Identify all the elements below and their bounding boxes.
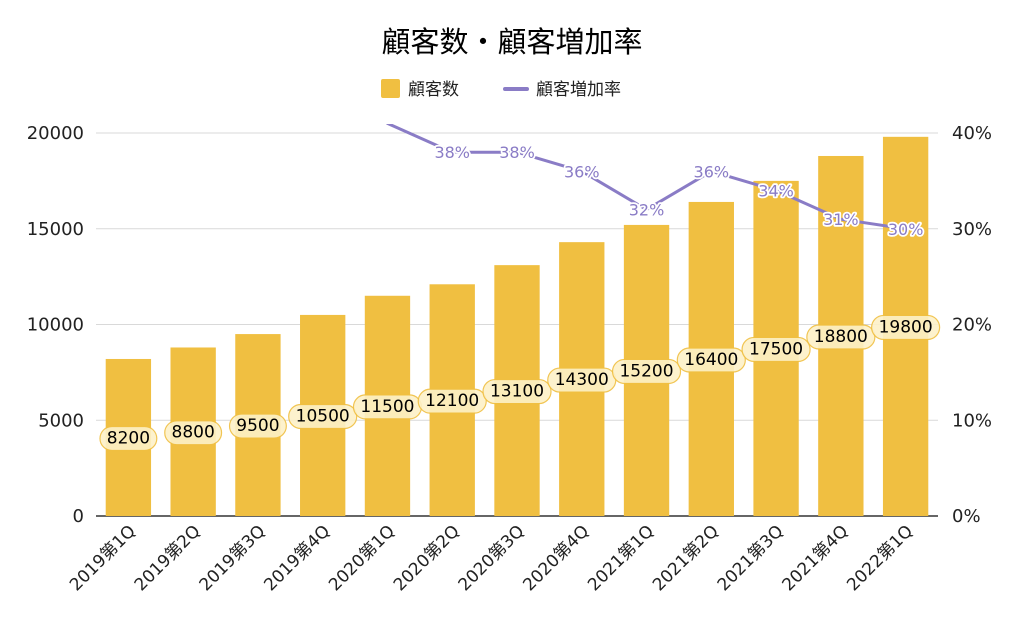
bar-label: 13100 — [490, 382, 544, 402]
legend: 顧客数 顧客増加率 — [381, 79, 621, 100]
bar-label-halo — [871, 314, 941, 341]
x-tick-label: 2021第1Q — [584, 521, 658, 595]
bar-label: 11500 — [360, 397, 414, 417]
line-label: 30% — [888, 220, 924, 239]
bar-label: 14300 — [555, 370, 609, 390]
bar-label-halo — [676, 347, 746, 373]
bar-data-labels: 8200 8800 9500 10500 11500 12100 13100 14300 152… — [99, 314, 941, 452]
bar-label: 9500 — [236, 416, 279, 436]
x-tick-label: 2021第2Q — [649, 521, 723, 595]
chart-title: 顧客数・顧客増加率 — [381, 25, 642, 59]
x-tick-label: 2019第2Q — [131, 521, 205, 595]
legend-swatch-bar — [381, 79, 400, 98]
bar-label-halo — [806, 324, 876, 350]
line-label: 32% — [629, 201, 665, 220]
x-tick-label: 2022第1Q — [843, 521, 917, 595]
y2-tick-label: 30% — [952, 219, 992, 240]
line-label: 36% — [564, 162, 600, 181]
y2-tick-label: 20% — [952, 315, 992, 336]
y-tick-label: 0 — [73, 506, 84, 527]
y2-tick-label: 40% — [952, 123, 992, 144]
line-label: 38% — [434, 143, 470, 162]
bar-label: 10500 — [296, 406, 350, 426]
y-axis-right: 0% 10% 20% 30% 40% — [952, 123, 992, 527]
bar-label-halo — [288, 403, 358, 430]
line-series — [386, 124, 908, 231]
y-tick-label: 10000 — [27, 315, 84, 336]
growth-rate-line — [386, 124, 908, 231]
y-axis-left: 0 5000 10000 15000 20000 — [27, 123, 84, 527]
x-tick-label: 2021第4Q — [779, 521, 853, 595]
bar-label: 8200 — [107, 428, 150, 448]
bar-label: 18800 — [814, 327, 868, 347]
line-label: 36% — [694, 162, 730, 181]
legend-label-bar: 顧客数 — [408, 80, 459, 100]
y-tick-label: 15000 — [27, 219, 84, 240]
x-tick-label: 2020第2Q — [390, 521, 464, 595]
bar-label-halo — [482, 378, 552, 405]
y2-tick-label: 10% — [952, 410, 992, 431]
bar-label-halo — [611, 358, 682, 385]
x-tick-label: 2019第3Q — [196, 521, 270, 595]
bar-label: 19800 — [879, 317, 933, 337]
bar-label: 12100 — [425, 391, 479, 411]
y-tick-label: 20000 — [27, 123, 84, 144]
line-label: 31% — [823, 210, 859, 229]
line-label: 38% — [499, 143, 535, 162]
line-label: 34% — [758, 181, 794, 200]
bar-series — [105, 136, 929, 517]
x-tick-label: 2020第1Q — [325, 521, 399, 595]
bar-label-halo — [99, 425, 158, 452]
bar-label: 8800 — [172, 423, 215, 443]
legend-label-line: 顧客増加率 — [536, 80, 621, 100]
x-tick-label: 2019第1Q — [66, 521, 140, 595]
bar-label: 17500 — [749, 339, 803, 359]
x-tick-label: 2021第3Q — [714, 521, 788, 595]
x-axis: 2019第1Q2019第2Q2019第3Q2019第4Q2020第1Q2020第… — [66, 521, 917, 595]
bar-label-halo — [741, 336, 811, 363]
line-data-labels: 38% 38% 36% 32% 36% 34% 31% 30% — [433, 141, 925, 240]
bar-label: 15200 — [619, 361, 673, 381]
x-tick-label: 2020第4Q — [519, 521, 593, 595]
bar-label-halo — [228, 413, 287, 439]
x-tick-label: 2019第4Q — [260, 521, 334, 595]
x-tick-label: 2020第3Q — [455, 521, 529, 595]
y2-tick-label: 0% — [952, 506, 981, 527]
bar-label-halo — [417, 388, 487, 414]
bar-label: 16400 — [684, 350, 738, 370]
y-tick-label: 5000 — [38, 410, 84, 431]
bar-label-halo — [164, 420, 223, 446]
